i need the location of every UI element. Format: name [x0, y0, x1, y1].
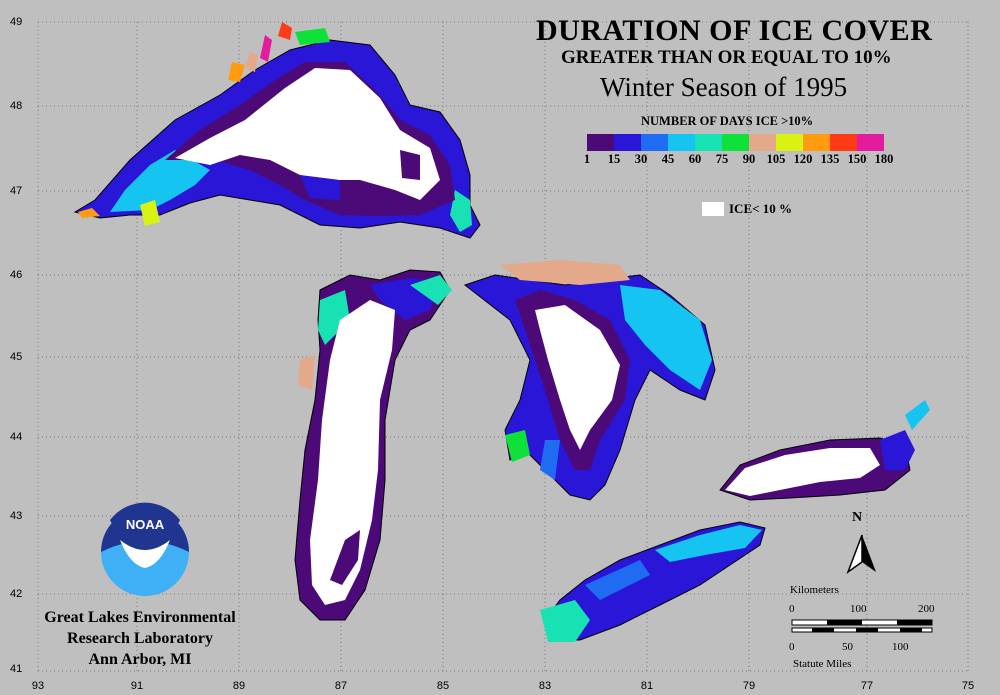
lake-ontario [719, 400, 930, 501]
legend-swatch [587, 134, 614, 151]
lake-erie [540, 521, 766, 642]
lat-label: 44 [10, 431, 23, 443]
legend-tick-label: 150 [847, 152, 867, 166]
legend-swatch [695, 134, 722, 151]
mi-tick: 50 [842, 641, 853, 653]
km-tick: 200 [918, 603, 935, 615]
north-label: N [852, 510, 863, 525]
lat-label: 48 [10, 100, 23, 112]
lat-label: 49 [10, 16, 23, 28]
legend-swatch [749, 134, 776, 151]
legend-tick-label: 75 [715, 152, 729, 166]
legend-tick-label: 120 [793, 152, 813, 166]
lon-label: 77 [860, 680, 874, 692]
km-tick: 0 [789, 603, 795, 615]
scale-bars [791, 619, 933, 633]
lon-label: 75 [961, 680, 975, 692]
lon-label: 79 [742, 680, 756, 692]
lat-label: 45 [10, 351, 23, 363]
lon-label: 81 [640, 680, 654, 692]
lon-label: 87 [334, 680, 348, 692]
legend-tick-label: 60 [688, 152, 702, 166]
season-label: Winter Season of 1995 [600, 72, 848, 102]
legend-tick-label: 105 [766, 152, 786, 166]
lake-huron [463, 260, 716, 501]
noaa-logo-text: NOAA [125, 517, 165, 532]
lon-label: 85 [436, 680, 450, 692]
legend-tick-label: 180 [874, 152, 894, 166]
legend-swatch [641, 134, 668, 151]
legend-tick-label: 15 [607, 152, 621, 166]
legend-swatch [803, 134, 830, 151]
legend-swatch [668, 134, 695, 151]
org-line-1: Great Lakes Environmental [44, 609, 236, 626]
lon-label: 93 [31, 680, 45, 692]
legend-title: NUMBER OF DAYS ICE >10% [641, 114, 814, 128]
mi-tick: 0 [789, 641, 795, 653]
map-title: DURATION OF ICE COVER [536, 14, 933, 47]
lon-label: 89 [232, 680, 246, 692]
lon-label: 83 [538, 680, 552, 692]
mi-tick: 100 [892, 641, 909, 653]
legend-swatches [587, 134, 884, 151]
km-label: Kilometers [790, 584, 839, 596]
legend-swatch [614, 134, 641, 151]
lat-label: 42 [10, 588, 23, 600]
lat-label: 47 [10, 185, 23, 197]
ice-legend-label: ICE< 10 % [729, 201, 793, 216]
legend-ticks: 1 15 30 45 60 75 90 105 120 135 150 180 [578, 152, 938, 170]
lat-label: 43 [10, 510, 23, 522]
km-tick: 100 [850, 603, 867, 615]
legend-swatch [722, 134, 749, 151]
org-line-2: Research Laboratory [67, 630, 213, 647]
lon-label: 91 [130, 680, 144, 692]
lat-label: 41 [10, 663, 23, 675]
map-subtitle: GREATER THAN OR EQUAL TO 10% [561, 47, 892, 68]
legend-tick-label: 135 [820, 152, 840, 166]
lake-michigan [294, 269, 452, 621]
legend-swatch [857, 134, 884, 151]
legend-tick-label: 1 [583, 152, 591, 166]
noaa-logo [101, 502, 189, 596]
north-arrow-icon [846, 534, 876, 575]
legend-tick-label: 30 [634, 152, 648, 166]
ice-legend-swatch [702, 202, 724, 216]
legend-swatch [830, 134, 857, 151]
org-line-3: Ann Arbor, MI [88, 651, 192, 668]
legend-tick-label: 90 [742, 152, 756, 166]
legend-swatch [776, 134, 803, 151]
lat-label: 46 [10, 269, 23, 281]
lake-superior [73, 22, 481, 239]
mi-label: Statute Miles [793, 658, 852, 670]
legend-tick-label: 45 [661, 152, 675, 166]
